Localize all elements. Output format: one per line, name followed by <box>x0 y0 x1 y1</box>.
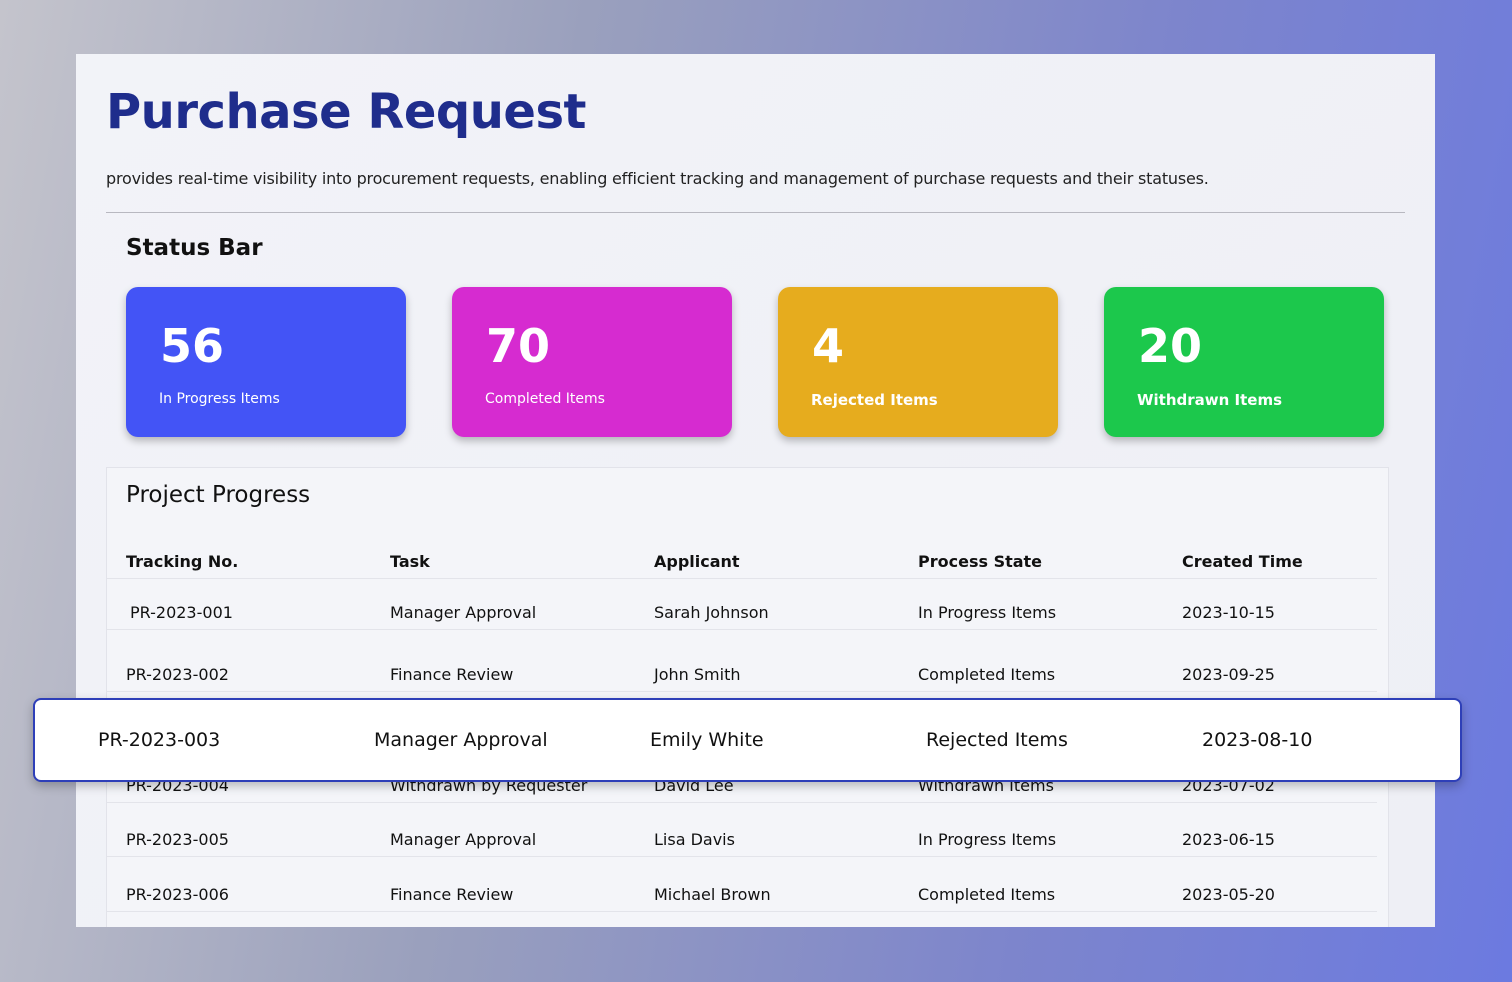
row-cell: Sarah Johnson <box>654 603 769 622</box>
row-cell: Manager Approval <box>390 830 537 849</box>
status-card[interactable]: 56 In Progress Items <box>126 287 406 437</box>
row-cell: Manager Approval <box>374 729 548 751</box>
status-card[interactable]: 70 Completed Items <box>452 287 732 437</box>
divider <box>106 212 1405 213</box>
row-divider <box>107 856 1377 857</box>
row-cell: PR-2023-003 <box>98 729 221 751</box>
column-header: Process State <box>918 552 1043 571</box>
row-divider <box>107 911 1377 912</box>
row-cell: PR-2023-002 <box>126 665 229 684</box>
row-cell: 2023-10-15 <box>1182 603 1275 622</box>
card-label: In Progress Items <box>159 391 280 407</box>
row-divider <box>107 578 1377 579</box>
row-cell: PR-2023-005 <box>126 830 229 849</box>
card-value: 20 <box>1138 319 1203 373</box>
row-cell: In Progress Items <box>918 830 1057 849</box>
row-divider <box>107 802 1377 803</box>
row-cell: Finance Review <box>390 665 514 684</box>
card-label: Completed Items <box>485 391 605 407</box>
row-cell: 2023-09-25 <box>1182 665 1275 684</box>
card-label: Withdrawn Items <box>1137 391 1283 409</box>
row-cell: Finance Review <box>390 885 514 904</box>
row-cell: Manager Approval <box>390 603 537 622</box>
row-cell: PR-2023-001 <box>130 603 233 622</box>
table-panel: Project Progress Tracking No. Task Applica… <box>106 467 1389 927</box>
row-cell: John Smith <box>654 665 741 684</box>
row-cell: Michael Brown <box>654 885 771 904</box>
highlighted-row[interactable]: PR-2023-003 Manager Approval Emily White Re… <box>33 698 1462 782</box>
table-title: Project Progress <box>126 482 311 508</box>
row-divider <box>107 629 1377 630</box>
card-value: 4 <box>812 319 845 373</box>
section-title: Status Bar <box>126 235 263 261</box>
row-cell: Lisa Davis <box>654 830 735 849</box>
column-header: Created Time <box>1182 552 1303 571</box>
row-cell: Completed Items <box>918 885 1056 904</box>
card-value: 70 <box>486 319 551 373</box>
row-cell: Rejected Items <box>926 729 1068 751</box>
page-description: provides real-time visibility into procu… <box>106 169 1209 188</box>
row-cell: 2023-08-10 <box>1202 729 1313 751</box>
row-cell: Completed Items <box>918 665 1056 684</box>
card-label: Rejected Items <box>811 391 938 409</box>
row-divider <box>107 691 1377 692</box>
row-cell: PR-2023-006 <box>126 885 229 904</box>
card-value: 56 <box>160 319 225 373</box>
row-cell: 2023-05-20 <box>1182 885 1275 904</box>
column-header: Applicant <box>654 552 740 571</box>
column-header: Task <box>390 552 430 571</box>
status-card[interactable]: 4 Rejected Items <box>778 287 1058 437</box>
row-cell: 2023-06-15 <box>1182 830 1275 849</box>
status-card[interactable]: 20 Withdrawn Items <box>1104 287 1384 437</box>
page-title: Purchase Request <box>106 84 587 140</box>
column-header: Tracking No. <box>126 552 239 571</box>
row-cell: Emily White <box>650 729 764 751</box>
page-card: Purchase Request provides real-time visi… <box>76 54 1435 927</box>
row-cell: In Progress Items <box>918 603 1057 622</box>
